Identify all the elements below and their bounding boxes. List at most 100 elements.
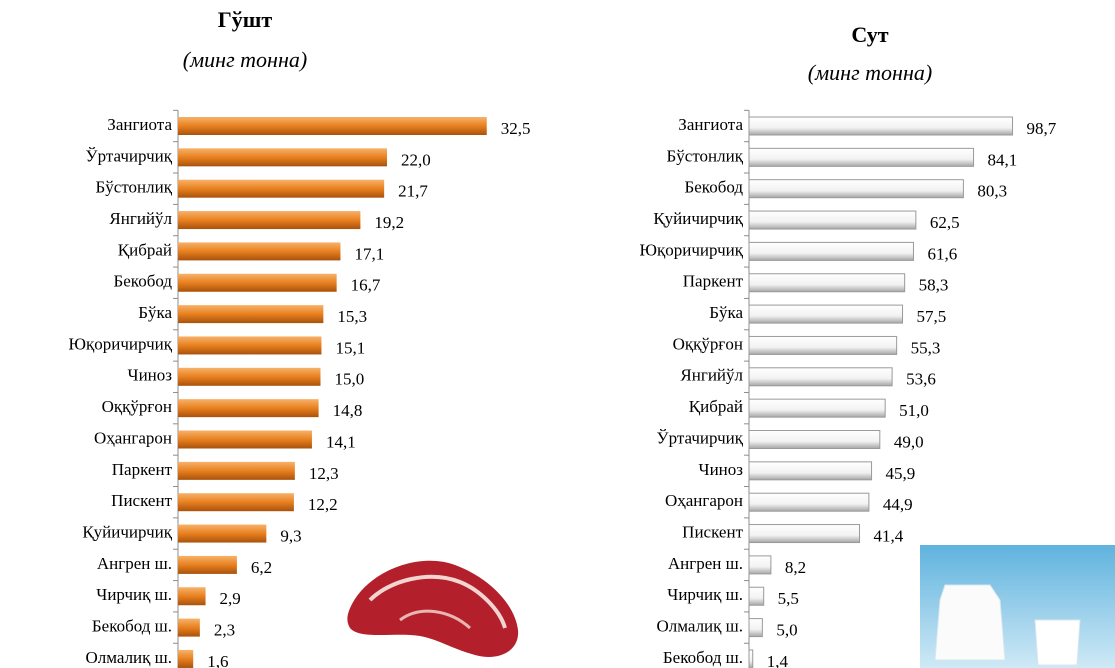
bar xyxy=(748,492,870,512)
category-label: Оҳангарон xyxy=(665,491,743,510)
bar xyxy=(748,179,964,199)
chart-subtitle: (минг тонна) xyxy=(183,47,307,72)
value-label: 62,5 xyxy=(930,213,960,232)
category-label: Ўртачирчиқ xyxy=(657,428,744,447)
bar xyxy=(748,524,861,544)
bar xyxy=(178,211,361,230)
value-label: 16,7 xyxy=(351,276,381,295)
category-label: Бўстонлиқ xyxy=(667,146,744,165)
bar xyxy=(748,116,1014,136)
category-label: Қуйичирчиқ xyxy=(653,209,743,228)
category-label: Қибрай xyxy=(118,240,172,259)
value-label: 58,3 xyxy=(919,276,949,295)
category-label: Оҳангарон xyxy=(94,428,172,447)
chart-subtitle: (минг тонна) xyxy=(808,60,932,85)
bar xyxy=(178,493,294,512)
bar xyxy=(178,399,319,418)
category-label: Чирчиқ ш. xyxy=(96,585,172,604)
bar xyxy=(178,461,295,480)
value-label: 15,0 xyxy=(335,370,365,389)
category-label: Оққўрғон xyxy=(673,334,743,353)
category-label: Бекобод ш. xyxy=(92,617,172,636)
value-label: 1,4 xyxy=(767,652,789,668)
value-label: 22,0 xyxy=(401,150,431,169)
bar xyxy=(178,524,267,543)
value-label: 49,0 xyxy=(894,432,924,451)
category-label: Олмалиқ ш. xyxy=(656,617,743,636)
value-label: 55,3 xyxy=(911,338,941,357)
bar xyxy=(178,148,387,167)
bar xyxy=(748,430,881,449)
value-label: 61,6 xyxy=(927,244,957,263)
bar xyxy=(178,555,237,574)
category-label: Бўка xyxy=(709,303,743,322)
value-label: 2,3 xyxy=(214,621,235,640)
category-label: Бекобод xyxy=(113,272,172,291)
category-label: Қибрай xyxy=(689,397,743,416)
bar xyxy=(178,242,341,261)
category-label: Зангиота xyxy=(678,115,743,134)
value-label: 12,2 xyxy=(308,495,338,514)
category-label: Янгийўл xyxy=(680,366,743,385)
bar xyxy=(178,273,337,292)
bar xyxy=(748,618,763,638)
value-label: 12,3 xyxy=(309,464,339,483)
bar xyxy=(178,367,321,386)
category-label: Пискент xyxy=(111,491,172,510)
bar xyxy=(748,398,886,418)
category-label: Зангиота xyxy=(107,115,172,134)
category-label: Бўстонлиқ xyxy=(96,178,173,197)
bar xyxy=(748,335,898,355)
value-label: 6,2 xyxy=(251,558,272,577)
bar xyxy=(748,649,754,668)
category-label: Чиноз xyxy=(128,366,173,385)
category-label: Ангрен ш. xyxy=(668,554,743,573)
value-label: 98,7 xyxy=(1027,119,1057,138)
value-label: 44,9 xyxy=(883,495,913,514)
category-label: Қуйичирчиқ xyxy=(82,522,172,541)
bar xyxy=(748,210,917,230)
bar xyxy=(748,461,873,481)
value-label: 51,0 xyxy=(899,401,929,420)
category-label: Паркент xyxy=(112,460,173,479)
bar xyxy=(748,304,904,324)
value-label: 15,1 xyxy=(335,338,365,357)
value-label: 1,6 xyxy=(207,652,228,668)
bar xyxy=(178,430,312,449)
bar xyxy=(178,587,206,606)
bar xyxy=(748,273,906,293)
category-label: Олмалиқ ш. xyxy=(85,648,172,667)
category-label: Юқоричирчиқ xyxy=(640,240,744,259)
category-label: Янгийўл xyxy=(109,209,172,228)
bar xyxy=(748,241,914,261)
meat-image xyxy=(347,560,519,658)
category-label: Пискент xyxy=(682,522,743,541)
category-label: Бекобод xyxy=(684,178,743,197)
value-label: 5,5 xyxy=(778,589,799,608)
value-label: 84,1 xyxy=(988,150,1018,169)
category-label: Юқоричирчиқ xyxy=(69,334,173,353)
value-label: 53,6 xyxy=(906,370,936,389)
value-label: 19,2 xyxy=(374,213,404,232)
category-label: Бўка xyxy=(138,303,172,322)
bar xyxy=(178,649,194,668)
value-label: 21,7 xyxy=(398,182,428,201)
chart-title: Гўшт xyxy=(218,7,273,32)
bar xyxy=(178,618,200,637)
bar xyxy=(748,147,975,167)
value-label: 32,5 xyxy=(501,119,531,138)
category-label: Ангрен ш. xyxy=(97,554,172,573)
category-label: Ўртачирчиқ xyxy=(86,146,173,165)
value-label: 57,5 xyxy=(917,307,947,326)
value-label: 5,0 xyxy=(776,621,797,640)
bar xyxy=(178,336,322,355)
value-label: 9,3 xyxy=(280,526,301,545)
bar xyxy=(748,367,893,387)
value-label: 15,3 xyxy=(337,307,367,326)
category-label: Паркент xyxy=(683,272,744,291)
value-label: 8,2 xyxy=(785,558,806,577)
milk-image xyxy=(920,545,1115,668)
value-label: 41,4 xyxy=(874,526,904,545)
value-label: 14,1 xyxy=(326,432,356,451)
category-label: Чиноз xyxy=(699,460,744,479)
